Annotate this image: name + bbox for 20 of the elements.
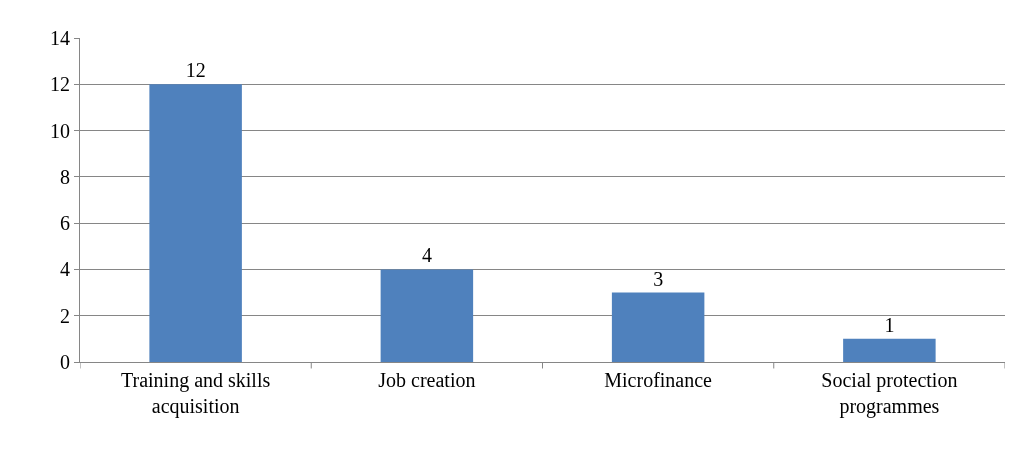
x-tick-label: Microfinance <box>604 369 713 391</box>
y-tick-label: 6 <box>60 212 70 235</box>
y-tick-label: 10 <box>50 119 70 142</box>
data-label: 12 <box>185 59 206 82</box>
bar <box>149 84 242 362</box>
data-label: 1 <box>884 313 895 336</box>
data-label: 3 <box>653 267 664 290</box>
y-tick-label: 14 <box>50 27 70 49</box>
y-tick-label: 0 <box>60 351 70 373</box>
x-tick-label: Training and skills acquisition <box>120 369 271 418</box>
y-tick-label: 12 <box>50 73 70 96</box>
bar <box>611 292 705 362</box>
y-tick-label: 4 <box>60 258 70 281</box>
bar <box>843 338 936 362</box>
x-tick-label: Job creation <box>378 369 476 391</box>
data-label: 4 <box>421 244 432 267</box>
y-tick-label: 8 <box>60 165 70 188</box>
x-tick-label: Social protection programmes <box>821 369 958 418</box>
y-tick-label: 2 <box>60 304 70 327</box>
bar <box>380 269 474 362</box>
